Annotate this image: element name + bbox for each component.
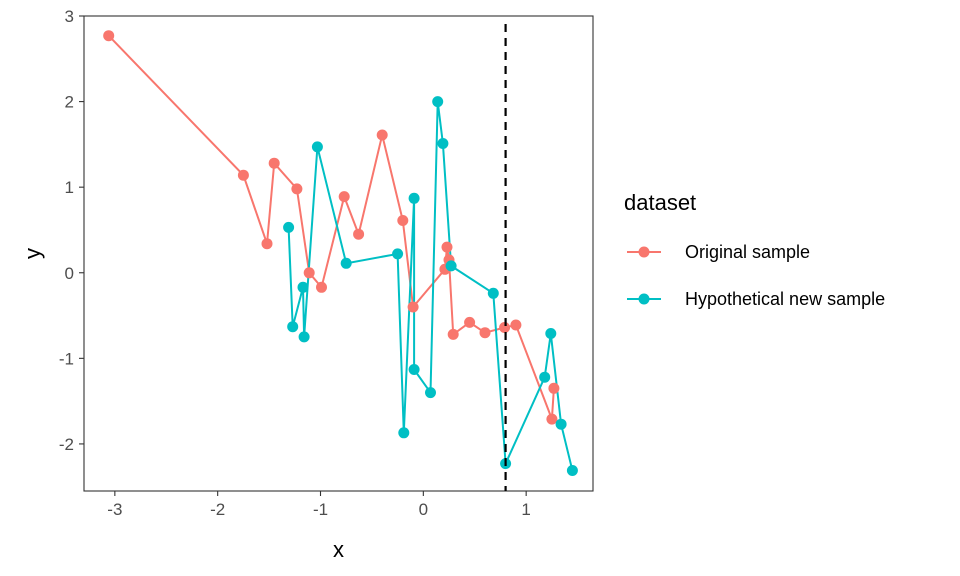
y-tick-label: -2 [59, 435, 74, 454]
y-tick-label: 2 [65, 93, 74, 112]
legend-title: dataset [624, 190, 696, 215]
data-point-0-4 [291, 183, 303, 195]
x-tick-label: -2 [210, 500, 225, 519]
data-point-0-0 [103, 30, 115, 42]
data-point-1-13 [445, 260, 457, 272]
data-point-0-7 [338, 191, 350, 203]
legend-label: Hypothetical new sample [685, 289, 885, 309]
data-point-0-16 [464, 316, 476, 328]
data-point-1-0 [283, 221, 295, 233]
y-tick-label: 0 [65, 264, 74, 283]
data-point-1-5 [340, 257, 352, 269]
x-tick-label: -1 [313, 500, 328, 519]
data-point-1-11 [432, 96, 444, 108]
data-point-1-18 [555, 418, 567, 430]
data-point-1-2 [297, 281, 309, 293]
data-point-0-13 [441, 241, 453, 253]
data-point-1-8 [408, 192, 420, 204]
data-point-0-9 [376, 129, 388, 141]
data-point-0-18 [499, 322, 511, 333]
data-point-1-6 [392, 248, 404, 260]
data-point-0-21 [548, 382, 560, 394]
data-point-1-10 [425, 387, 436, 399]
plot-panel [83, 15, 594, 492]
y-axis-title: y [20, 248, 45, 259]
y-tick-label: -1 [59, 349, 74, 368]
y-tick-label: 3 [65, 7, 74, 26]
data-point-0-2 [261, 238, 273, 250]
legend-label: Original sample [685, 242, 810, 262]
plot-marks [103, 24, 578, 491]
data-point-1-14 [487, 287, 499, 299]
data-point-1-3 [298, 331, 310, 343]
data-point-1-7 [398, 427, 410, 439]
data-point-1-12 [437, 138, 449, 149]
data-point-0-10 [397, 215, 409, 226]
x-tick-label: -3 [107, 500, 122, 519]
data-point-0-20 [546, 413, 558, 425]
series-line-0 [107, 35, 555, 420]
x-axis-title: x [333, 537, 344, 562]
data-point-0-3 [268, 157, 280, 169]
data-point-0-1 [237, 169, 249, 181]
axes: -3 -2 -1 0 1 -2 -1 0 1 2 3 [59, 7, 531, 519]
data-point-1-16 [539, 371, 551, 383]
data-point-0-8 [353, 228, 365, 240]
legend-key-point [638, 293, 650, 305]
data-point-0-5 [303, 267, 315, 279]
data-point-0-15 [447, 328, 459, 340]
data-point-0-6 [316, 281, 327, 293]
data-point-1-17 [545, 328, 557, 339]
x-tick-label: 0 [419, 500, 428, 519]
data-point-1-19 [566, 465, 578, 476]
data-point-0-17 [479, 327, 491, 339]
data-point-0-11 [407, 301, 419, 313]
data-point-1-1 [287, 321, 299, 333]
x-tick-label: 1 [521, 500, 530, 519]
data-point-0-19 [510, 319, 522, 331]
legend-key-point [638, 246, 650, 258]
legend: dataset Original sample Hypothetical new … [624, 190, 885, 309]
y-tick-label: 1 [65, 178, 74, 197]
series-line-1 [287, 101, 574, 471]
data-point-1-9 [408, 364, 420, 375]
data-point-1-4 [311, 141, 323, 153]
